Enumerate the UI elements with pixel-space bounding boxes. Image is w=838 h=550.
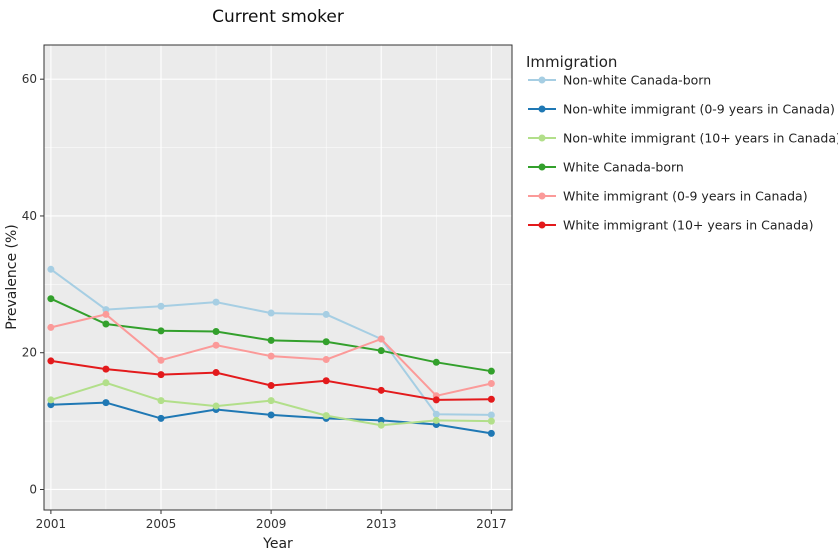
y-tick-label: 60 [22, 72, 37, 86]
legend-label: White immigrant (0-9 years in Canada) [563, 189, 808, 204]
legend-swatch-point [538, 221, 546, 229]
data-point [487, 429, 495, 437]
data-point [157, 356, 165, 364]
data-point [377, 421, 385, 429]
data-point [102, 320, 110, 328]
legend-label: White immigrant (10+ years in Canada) [563, 218, 814, 233]
data-point [212, 328, 220, 336]
data-point [322, 377, 330, 385]
legend-swatch-point [538, 134, 546, 142]
data-point [267, 352, 275, 360]
y-tick-label: 0 [29, 482, 37, 496]
legend-label: Non-white immigrant (0-9 years in Canada… [563, 102, 835, 117]
data-point [432, 358, 440, 366]
legend-item: White immigrant (0-9 years in Canada) [528, 189, 808, 204]
x-tick-label: 2001 [36, 517, 67, 531]
y-tick-label: 20 [22, 346, 37, 360]
data-point [267, 397, 275, 405]
data-point [102, 365, 110, 373]
data-point [322, 412, 330, 420]
y-tick-label: 40 [22, 209, 37, 223]
data-point [212, 298, 220, 306]
data-point [432, 416, 440, 424]
series-5 [47, 310, 495, 400]
x-tick-label: 2013 [366, 517, 397, 531]
legend-swatch-point [538, 192, 546, 200]
data-point [157, 414, 165, 422]
data-point [377, 347, 385, 355]
data-point [102, 379, 110, 387]
series-1 [47, 265, 495, 419]
data-point [47, 265, 55, 273]
data-point [432, 396, 440, 404]
data-point [432, 410, 440, 418]
plot-border [43, 44, 513, 511]
data-point [157, 302, 165, 310]
legend-swatch-point [538, 163, 546, 171]
data-point [377, 386, 385, 394]
data-point [157, 397, 165, 405]
legend-item: Non-white immigrant (0-9 years in Canada… [528, 102, 835, 117]
x-axis-label: Year [262, 536, 293, 550]
legend: Immigration Non-white Canada-born Non-whi… [526, 53, 838, 233]
y-axis-label: Prevalence (%) [4, 224, 20, 330]
plot-area: 2001 2005 2009 2013 2017 0 20 40 60 [22, 44, 513, 531]
data-point [102, 310, 110, 318]
legend-label: White Canada-born [563, 160, 684, 175]
data-point [47, 401, 55, 409]
data-point [487, 367, 495, 375]
data-point [102, 306, 110, 314]
data-point [267, 336, 275, 344]
data-point [157, 327, 165, 335]
data-point [322, 310, 330, 318]
data-point [157, 371, 165, 379]
series-4 [47, 295, 495, 375]
data-point [487, 417, 495, 425]
data-point [322, 356, 330, 364]
plot-background [44, 45, 512, 510]
data-point [47, 295, 55, 303]
data-point [487, 395, 495, 403]
legend-item: Non-white immigrant (10+ years in Canada… [528, 131, 838, 146]
data-point [47, 323, 55, 331]
data-point [377, 335, 385, 343]
legend-item: Non-white Canada-born [528, 73, 711, 88]
data-point [47, 357, 55, 365]
data-point [212, 341, 220, 349]
x-tick-label: 2017 [476, 517, 507, 531]
data-point [322, 338, 330, 346]
data-point [487, 411, 495, 419]
legend-label: Non-white Canada-born [563, 73, 711, 88]
legend-swatch-point [538, 105, 546, 113]
data-point [47, 396, 55, 404]
data-point [212, 402, 220, 410]
data-point [267, 382, 275, 390]
legend-title: Immigration [526, 53, 617, 71]
legend-item: White immigrant (10+ years in Canada) [528, 218, 814, 233]
data-point [487, 379, 495, 387]
data-point [212, 369, 220, 377]
chart-title: Current smoker [212, 7, 344, 27]
x-tick-label: 2009 [256, 517, 287, 531]
series-6 [47, 357, 495, 404]
legend-swatch-point [538, 76, 546, 84]
data-point [377, 416, 385, 424]
legend-item: White Canada-born [528, 160, 684, 175]
data-point [267, 309, 275, 317]
data-point [267, 411, 275, 419]
legend-label: Non-white immigrant (10+ years in Canada… [563, 131, 838, 146]
series-3 [47, 379, 495, 429]
x-tick-label: 2005 [146, 517, 177, 531]
data-point [102, 399, 110, 407]
